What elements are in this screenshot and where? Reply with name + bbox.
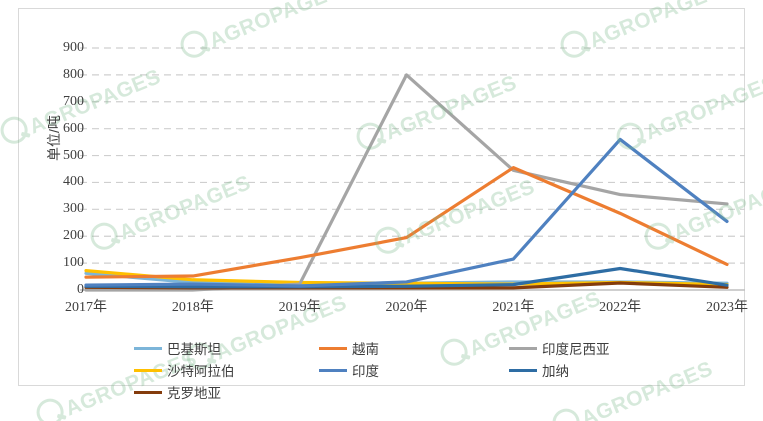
x-tick-label: 2018年 — [171, 300, 214, 315]
legend-swatch-icon — [319, 346, 347, 350]
x-tick-label: 2023年 — [706, 300, 748, 315]
x-tick-label: 2022年 — [599, 300, 642, 315]
y-axis-tick-labels: 0 100 200 300 400 500 600 700 800 900 — [38, 0, 84, 421]
x-tick-label: 2017年 — [65, 300, 107, 315]
plot-area-border — [18, 8, 745, 386]
legend-label: 沙特阿拉伯 — [167, 364, 235, 379]
x-axis-tick-labels: 2017年 2018年 2019年 2020年 2021年 2022年 2023年 — [0, 296, 763, 322]
legend-item-沙特阿拉伯[interactable]: 沙特阿拉伯 — [134, 360, 319, 380]
x-tick-label: 2019年 — [278, 300, 321, 315]
legend-swatch-icon — [134, 390, 162, 394]
y-tick-label: 900 — [63, 40, 84, 55]
legend-row: 巴基斯坦 越南 印度尼西亚 — [134, 337, 694, 359]
legend-item-越南[interactable]: 越南 — [319, 338, 509, 358]
y-tick-label: 500 — [63, 147, 84, 163]
legend-row: 沙特阿拉伯 印度 加纳 — [134, 359, 694, 381]
y-tick-label: 800 — [63, 66, 84, 82]
y-tick-label: 700 — [63, 93, 84, 109]
legend-label: 巴基斯坦 — [167, 342, 221, 357]
legend-item-加纳[interactable]: 加纳 — [509, 360, 694, 380]
legend-label: 印度 — [352, 364, 379, 379]
series-line-4 — [84, 137, 729, 288]
legend-item-印度[interactable]: 印度 — [319, 360, 509, 380]
series-line-5 — [84, 266, 729, 289]
x-tick-label: 2020年 — [385, 300, 428, 315]
y-tick-label: 300 — [63, 201, 84, 217]
legend-swatch-icon — [134, 346, 162, 350]
legend-label: 克罗地亚 — [167, 386, 221, 401]
legend-row: 克罗地亚 — [134, 381, 694, 403]
y-tick-label: 200 — [63, 228, 84, 244]
legend-swatch-icon — [319, 368, 347, 372]
legend-item-克罗地亚[interactable]: 克罗地亚 — [134, 382, 319, 402]
series-line-1 — [84, 166, 729, 279]
legend-swatch-icon — [509, 346, 537, 350]
legend-label: 越南 — [352, 342, 379, 357]
series-lines — [84, 73, 729, 292]
series-line-2 — [84, 73, 729, 292]
legend-label: 印度尼西亚 — [542, 342, 610, 357]
legend-item-印度尼西亚[interactable]: 印度尼西亚 — [509, 338, 694, 358]
legend-swatch-icon — [509, 368, 537, 372]
legend-label: 加纳 — [542, 364, 569, 379]
gridlines — [80, 47, 745, 291]
y-tick-label: 600 — [63, 120, 84, 136]
y-tick-label: 100 — [63, 255, 84, 271]
legend-swatch-icon — [134, 368, 162, 372]
x-tick-label: 2021年 — [492, 300, 535, 315]
chart-legend: 巴基斯坦 越南 印度尼西亚沙特阿拉伯 印度 加纳克罗地亚 — [134, 337, 694, 403]
y-tick-label: 400 — [63, 174, 84, 190]
legend-item-巴基斯坦[interactable]: 巴基斯坦 — [134, 338, 319, 358]
y-tick-label: 0 — [77, 282, 84, 297]
